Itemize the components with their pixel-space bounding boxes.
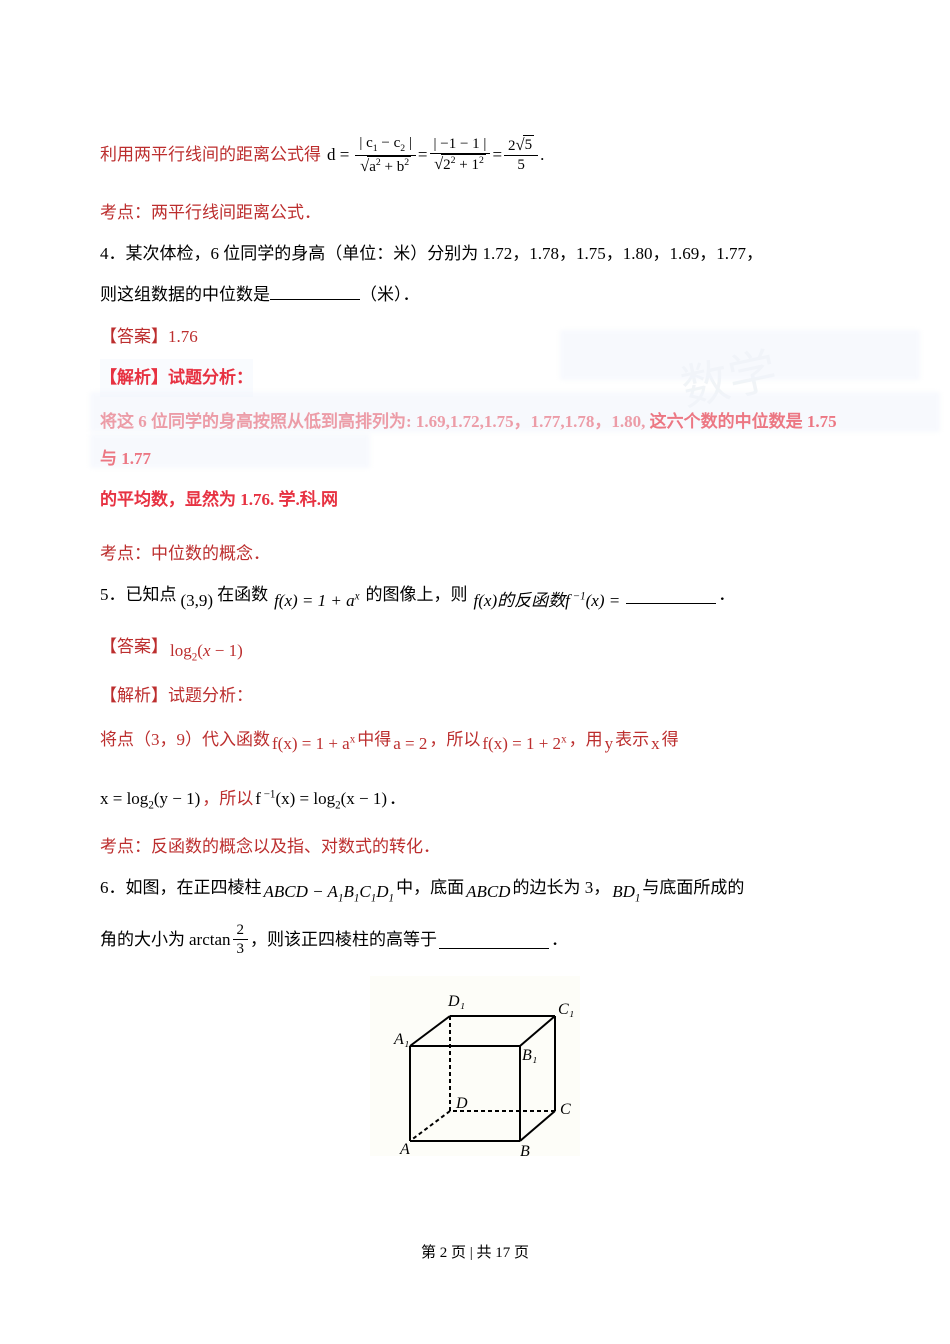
eq1: =: [418, 136, 428, 173]
q6-prism: ABCD − A1B1C1D1: [264, 873, 395, 911]
svg-text:B: B: [520, 1143, 530, 1156]
jx5-2b: ，所以: [202, 780, 253, 817]
q4-line2: 则这组数据的中位数是 （米）．: [100, 276, 850, 313]
svg-text:D: D: [455, 1095, 468, 1112]
answer-4: 【答案】1.76: [100, 318, 850, 355]
q6-l2b: ，则该正四棱柱的高等于: [250, 921, 437, 958]
frac-1: | c1 − c2 | √a2 + b2: [355, 134, 416, 176]
q5-d: f(x)的反函数f −1(x) =: [474, 582, 621, 619]
q6-line2: 角的大小为 arctan 2 3 ，则该正四棱柱的高等于 ．: [100, 921, 850, 958]
svg-text:C: C: [560, 1101, 571, 1118]
q6-c: 的边长为 3，: [512, 869, 610, 906]
q6-dot: ．: [551, 921, 568, 958]
q5-a: 5．已知点: [100, 576, 177, 613]
frac-3: 2√5 5: [504, 135, 538, 174]
jx4-line2: 的平均数，显然为 1.76. 学.科.网: [100, 481, 850, 518]
jx5-1a: 将点（3，9）代入函数: [100, 721, 270, 758]
prism-svg: A B C D A₁ B₁ C₁ D₁: [370, 976, 580, 1156]
ans5-val: log2(x − 1): [170, 632, 243, 670]
svg-text:A₁: A₁: [393, 1031, 409, 1048]
q5-fx: f(x) = 1 + ax: [274, 582, 359, 619]
jx5-1j: x: [651, 725, 660, 762]
q5-line: 5．已知点 (3,9) 在函数 f(x) = 1 + ax 的图像上，则 f(x…: [100, 576, 850, 613]
eq2: =: [492, 136, 502, 173]
jx5-1c: 中得: [357, 721, 391, 758]
jx4-1a: 将这 6 位同学的身高按照从低到高排列为: 1.69,1.72,1.75，1.7…: [100, 412, 645, 431]
jx5-line2: x = log2(y − 1) ，所以 f −1(x) = log2(x − 1…: [100, 780, 850, 818]
answer-5: 【答案】 log2(x − 1): [100, 628, 850, 666]
q5-pt: (3,9): [181, 582, 214, 619]
q5-b: 在函数: [217, 576, 268, 613]
ans4-val: 1.76: [168, 327, 198, 346]
page: 数学 利用两平行线间的距离公式得 d = | c1 − c2 | √a2 + b…: [0, 0, 950, 1322]
svg-text:B₁: B₁: [522, 1047, 537, 1064]
q6-frac: 2 3: [233, 921, 249, 958]
jx5-1e: ，所以: [429, 721, 480, 758]
q4-line1: 4．某次体检，6 位同学的身高（单位：米）分别为 1.72，1.78，1.75，…: [100, 235, 850, 272]
jx5-1g: ，用: [569, 721, 603, 758]
jx5-2d: ．: [389, 780, 406, 817]
page-footer: 第 2 页 | 共 17 页: [100, 1241, 850, 1262]
blank-q4: [270, 282, 360, 300]
formula-dot: .: [540, 136, 544, 173]
jx5-1d: a = 2: [393, 725, 427, 762]
jx4-2: 的平均数，显然为 1.76. 学.科.网: [100, 490, 338, 509]
blank-q6: [439, 931, 549, 949]
svg-text:D₁: D₁: [447, 993, 465, 1010]
q5-c: 的图像上，则: [366, 576, 468, 613]
q6-a: 6．如图，在正四棱柱: [100, 869, 262, 906]
jx5-1k: 得: [662, 721, 679, 758]
jx5-2a: x = log2(y − 1): [100, 780, 200, 818]
jx5-1f: f(x) = 1 + 2x: [482, 725, 566, 762]
ans4-label: 【答案】: [100, 327, 168, 346]
svg-text:C₁: C₁: [558, 1001, 574, 1018]
jx4-line1: 将这 6 位同学的身高按照从低到高排列为: 1.69,1.72,1.75，1.7…: [100, 403, 850, 478]
frac-2: | −1 − 1 | √22 + 12: [430, 135, 491, 174]
q6-line1: 6．如图，在正四棱柱 ABCD − A1B1C1D1 中，底面 ABCD 的边长…: [100, 869, 850, 907]
prism-figure: A B C D A₁ B₁ C₁ D₁: [100, 976, 850, 1161]
q6-bd: BD1: [612, 873, 640, 911]
kaodian-3: 考点：反函数的概念以及指、对数式的转化．: [100, 828, 850, 865]
jx5-label: 【解析】试题分析：: [100, 677, 850, 714]
jx5-1h: y: [605, 725, 614, 762]
kaodian-2: 考点：中位数的概念．: [100, 535, 850, 572]
text-formula-intro: 利用两平行线间的距离公式得: [100, 136, 321, 173]
line-formula-d: 利用两平行线间的距离公式得 d = | c1 − c2 | √a2 + b2 =…: [100, 134, 850, 176]
q6-base: ABCD: [466, 873, 510, 910]
blank-q5: [626, 586, 716, 604]
jx5-line1: 将点（3，9）代入函数 f(x) = 1 + ax 中得 a = 2 ，所以 f…: [100, 721, 850, 758]
jx4-label-line: 【解析】试题分析：: [100, 359, 850, 396]
jx5-1b: f(x) = 1 + ax: [272, 725, 355, 762]
q6-l2a: 角的大小为: [100, 921, 185, 958]
q5-dot: ．: [718, 576, 735, 613]
eq-d: d =: [327, 136, 349, 173]
ans5-label: 【答案】: [100, 628, 168, 665]
q6-b: 中，底面: [396, 869, 464, 906]
q4-unit: （米）．: [360, 285, 420, 304]
q6-d: 与底面所成的: [642, 869, 744, 906]
q4-text-b: 则这组数据的中位数是: [100, 285, 270, 304]
jx5-1i: 表示: [615, 721, 649, 758]
q6-arctan: arctan: [189, 921, 231, 958]
jx4-label: 【解析】试题分析：: [100, 359, 253, 396]
jx5-2c: f −1(x) = log2(x − 1): [255, 780, 387, 818]
svg-text:A: A: [399, 1141, 410, 1156]
kaodian-1: 考点：两平行线间距离公式．: [100, 194, 850, 231]
